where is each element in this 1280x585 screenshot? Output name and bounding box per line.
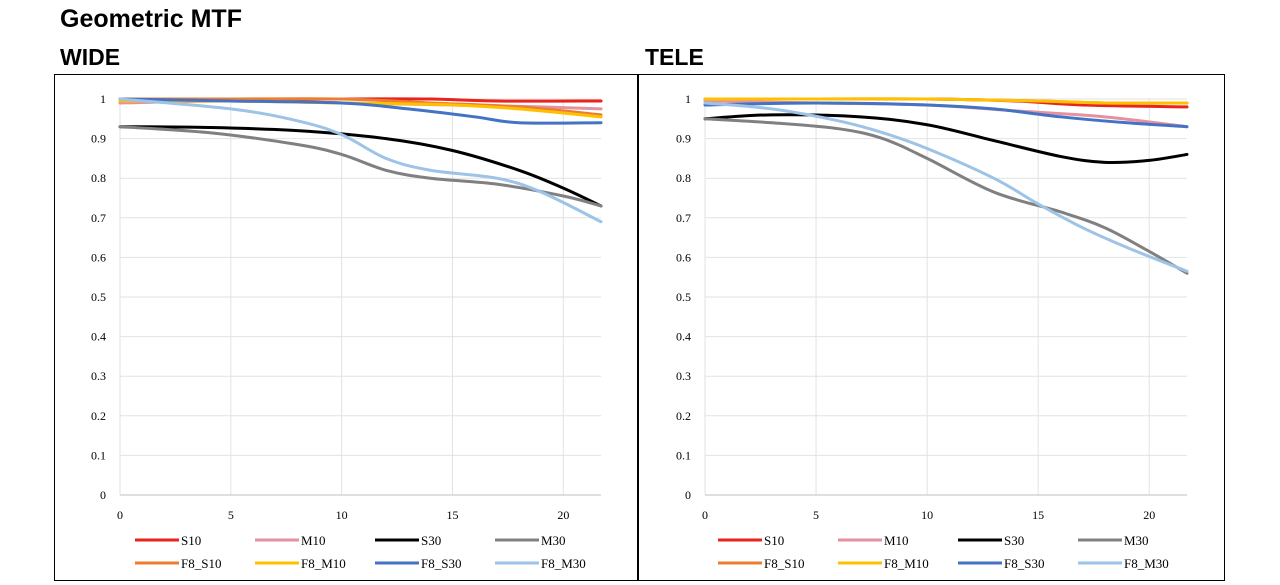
y-tick-label: 0.9	[676, 132, 691, 146]
y-tick-label: 0.8	[676, 171, 691, 185]
y-tick-label: 0.9	[91, 132, 106, 146]
y-tick-label: 1	[685, 92, 691, 106]
page-title: Geometric MTF	[60, 5, 242, 33]
legend-label: S10	[764, 533, 784, 548]
y-tick-label: 0	[685, 488, 691, 502]
legend-label: F8_M30	[1124, 556, 1169, 571]
x-tick-label: 15	[1032, 508, 1044, 522]
series-line-f8-m10	[703, 97, 1189, 105]
series-line-f8-s30	[118, 97, 603, 125]
y-tick-label: 0.6	[91, 250, 106, 264]
legend-label: F8_M30	[541, 556, 586, 571]
y-tick-label: 0.8	[91, 171, 106, 185]
legend-label: F8_M10	[301, 556, 346, 571]
y-tick-label: 0	[100, 488, 106, 502]
legend-label: M30	[1124, 533, 1149, 548]
y-tick-label: 0.2	[91, 409, 106, 423]
tele-chart-title: TELE	[645, 44, 704, 70]
x-tick-label: 15	[446, 508, 458, 522]
legend-label: F8_S10	[764, 556, 804, 571]
series-line-s30	[703, 113, 1189, 165]
x-tick-label: 20	[1143, 508, 1155, 522]
y-tick-label: 0.7	[676, 211, 691, 225]
series-line-f8-m30	[118, 97, 603, 224]
panel-divider	[637, 75, 639, 580]
y-tick-label: 0.4	[91, 330, 106, 344]
series-line-f8-s30	[703, 101, 1189, 129]
legend-label: S30	[1004, 533, 1024, 548]
y-tick-label: 0.6	[676, 250, 691, 264]
x-tick-label: 0	[702, 508, 708, 522]
series-line-s30	[118, 125, 603, 208]
x-tick-label: 0	[117, 508, 123, 522]
y-tick-label: 0.3	[676, 369, 691, 383]
wide-mtf-chart: 00.10.20.30.40.50.60.70.80.910 5 10 15 20S10…	[91, 92, 603, 571]
legend-label: F8_S30	[421, 556, 461, 571]
y-tick-label: 0.7	[91, 211, 106, 225]
legend-label: F8_S10	[181, 556, 221, 571]
y-tick-label: 0.3	[91, 369, 106, 383]
series-line-f8-m30	[703, 101, 1189, 273]
chart-frame	[54, 74, 1225, 581]
y-tick-label: 0.4	[676, 330, 691, 344]
legend-label: M10	[301, 533, 326, 548]
legend-label: S30	[421, 533, 441, 548]
legend-label: M10	[884, 533, 909, 548]
series-line-f8-s10	[118, 97, 603, 117]
legend-label: S10	[181, 533, 201, 548]
legend-label: F8_M10	[884, 556, 929, 571]
y-tick-label: 0.1	[676, 448, 691, 462]
x-tick-label: 20	[557, 508, 569, 522]
y-tick-label: 0.5	[91, 290, 106, 304]
x-tick-label: 10	[336, 508, 348, 522]
x-tick-label: 5	[228, 508, 234, 522]
x-tick-label: 10	[921, 508, 933, 522]
y-tick-label: 0.2	[676, 409, 691, 423]
y-tick-label: 0.5	[676, 290, 691, 304]
legend-label: M30	[541, 533, 566, 548]
y-tick-label: 0.1	[91, 448, 106, 462]
y-tick-label: 1	[100, 92, 106, 106]
series-line-m30	[703, 117, 1189, 275]
x-tick-label: 5	[813, 508, 819, 522]
tele-mtf-chart: 00.10.20.30.40.50.60.70.80.910 5 10 15 20S10…	[676, 92, 1189, 571]
wide-chart-title: WIDE	[60, 44, 121, 70]
legend-label: F8_S30	[1004, 556, 1044, 571]
